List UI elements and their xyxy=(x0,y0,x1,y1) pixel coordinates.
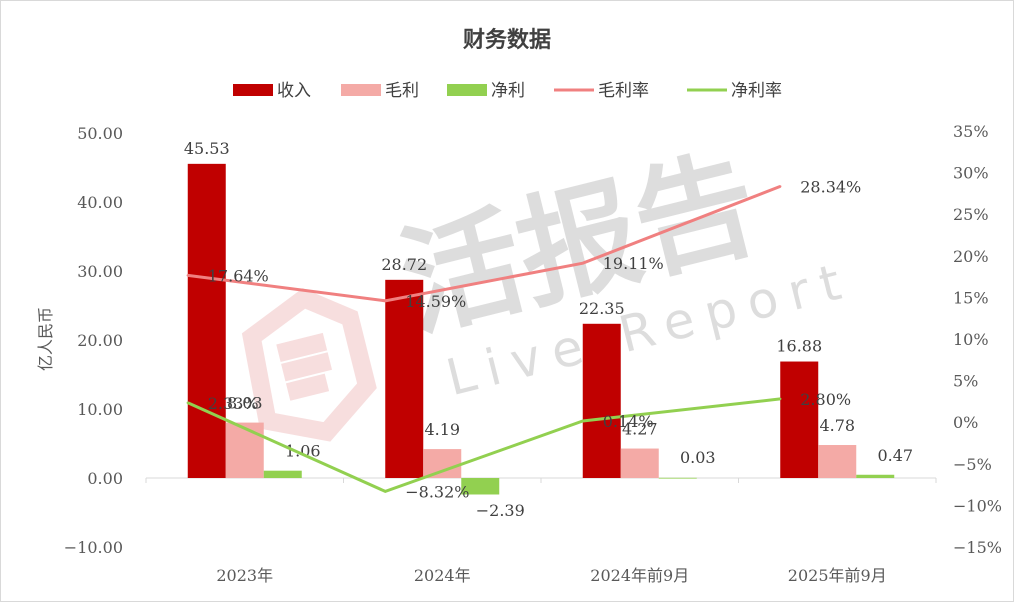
y2-tick-label: 30% xyxy=(953,164,989,183)
y2-tick-label: 15% xyxy=(953,288,989,307)
legend-label-2: 毛利 xyxy=(385,81,419,101)
data-label-毛利-2: 4.19 xyxy=(424,420,460,439)
line-毛利率 xyxy=(187,185,781,303)
legend-label-3: 净利 xyxy=(491,81,525,101)
line-净利率 xyxy=(187,397,781,494)
data-label-毛利率-1: 17.64% xyxy=(208,266,269,285)
x-tick-label: 2024年前9月 xyxy=(590,566,689,585)
y-tick-label: 10.00 xyxy=(77,400,123,419)
y-tick-label: −10.00 xyxy=(64,538,123,557)
bar-毛利-3 xyxy=(620,448,659,478)
data-label-净利率-1: 2.33% xyxy=(208,394,259,413)
point-毛利率-3 xyxy=(581,262,584,265)
watermark-logo-icon xyxy=(241,288,377,442)
y2-tick-label: 35% xyxy=(953,122,989,141)
point-净利率-2 xyxy=(384,490,387,493)
data-label-净利率-3: 0.14% xyxy=(603,412,654,431)
data-label-毛利率-4: 28.34% xyxy=(800,177,861,196)
y2-tick-label: −15% xyxy=(953,538,1002,557)
data-label-净利-2: −2.39 xyxy=(476,501,525,520)
data-label-净利率-4: 2.80% xyxy=(800,390,851,409)
data-label-收入-3: 22.35 xyxy=(579,299,625,318)
data-label-毛利率-2: 14.59% xyxy=(405,292,466,311)
bar-净利-1 xyxy=(263,470,302,478)
bar-收入-2 xyxy=(385,279,424,478)
bar-毛利-1 xyxy=(225,422,264,478)
chart-title: 财务数据 xyxy=(463,27,551,53)
x-tick-label: 2025年前9月 xyxy=(788,566,887,585)
point-净利率-1 xyxy=(186,401,189,405)
y-tick-label: 40.00 xyxy=(77,193,123,212)
point-净利率-3 xyxy=(581,419,584,423)
y2-tick-label: −5% xyxy=(953,455,992,474)
data-label-毛利-1: 8.03 xyxy=(227,394,263,413)
point-净利率-4 xyxy=(779,397,782,401)
data-label-毛利-4: 4.78 xyxy=(819,416,855,435)
y2-tick-label: 0% xyxy=(953,413,978,432)
legend-swatch-1 xyxy=(233,84,273,96)
point-毛利率-1 xyxy=(186,274,189,277)
data-label-毛利-3: 4.27 xyxy=(622,420,658,439)
legend-swatch-2 xyxy=(341,84,381,96)
data-label-净利-1: 1.06 xyxy=(285,442,321,461)
data-label-净利率-2: −8.32% xyxy=(405,482,469,501)
bar-净利-4 xyxy=(856,474,895,478)
legend-label-4: 毛利率 xyxy=(598,81,649,101)
data-label-收入-2: 28.72 xyxy=(381,255,427,274)
bar-毛利-2 xyxy=(423,449,462,478)
y2-tick-label: −10% xyxy=(953,496,1002,515)
legend-swatch-3 xyxy=(447,84,487,96)
y-axis-label: 亿人民币 xyxy=(36,307,55,371)
bar-净利-3 xyxy=(658,477,697,479)
bar-收入-1 xyxy=(187,163,226,478)
y2-tick-label: 20% xyxy=(953,247,989,266)
y2-tick-label: 10% xyxy=(953,330,989,349)
point-毛利率-2 xyxy=(384,299,387,303)
y2-tick-label: 25% xyxy=(953,205,989,224)
data-label-收入-4: 16.88 xyxy=(776,337,822,356)
y-tick-label: 20.00 xyxy=(77,331,123,350)
data-label-毛利率-3: 19.11% xyxy=(603,254,664,273)
data-label-收入-1: 45.53 xyxy=(184,139,230,158)
x-tick-label: 2023年 xyxy=(216,566,273,585)
bar-净利-2 xyxy=(461,478,500,495)
bar-收入-3 xyxy=(582,323,621,478)
point-毛利率-4 xyxy=(779,185,782,188)
x-tick-label: 2024年 xyxy=(414,566,471,585)
data-label-净利-3: 0.03 xyxy=(680,448,716,467)
bar-收入-4 xyxy=(780,361,819,478)
legend-label-1: 收入 xyxy=(277,81,311,101)
y-tick-label: 30.00 xyxy=(77,262,123,281)
legend-label-5: 净利率 xyxy=(731,81,782,101)
bar-毛利-4 xyxy=(818,445,857,478)
y-tick-label: 0.00 xyxy=(87,469,123,488)
y2-tick-label: 5% xyxy=(953,372,978,391)
data-label-净利-4: 0.47 xyxy=(877,446,913,465)
y-tick-label: 50.00 xyxy=(77,124,123,143)
